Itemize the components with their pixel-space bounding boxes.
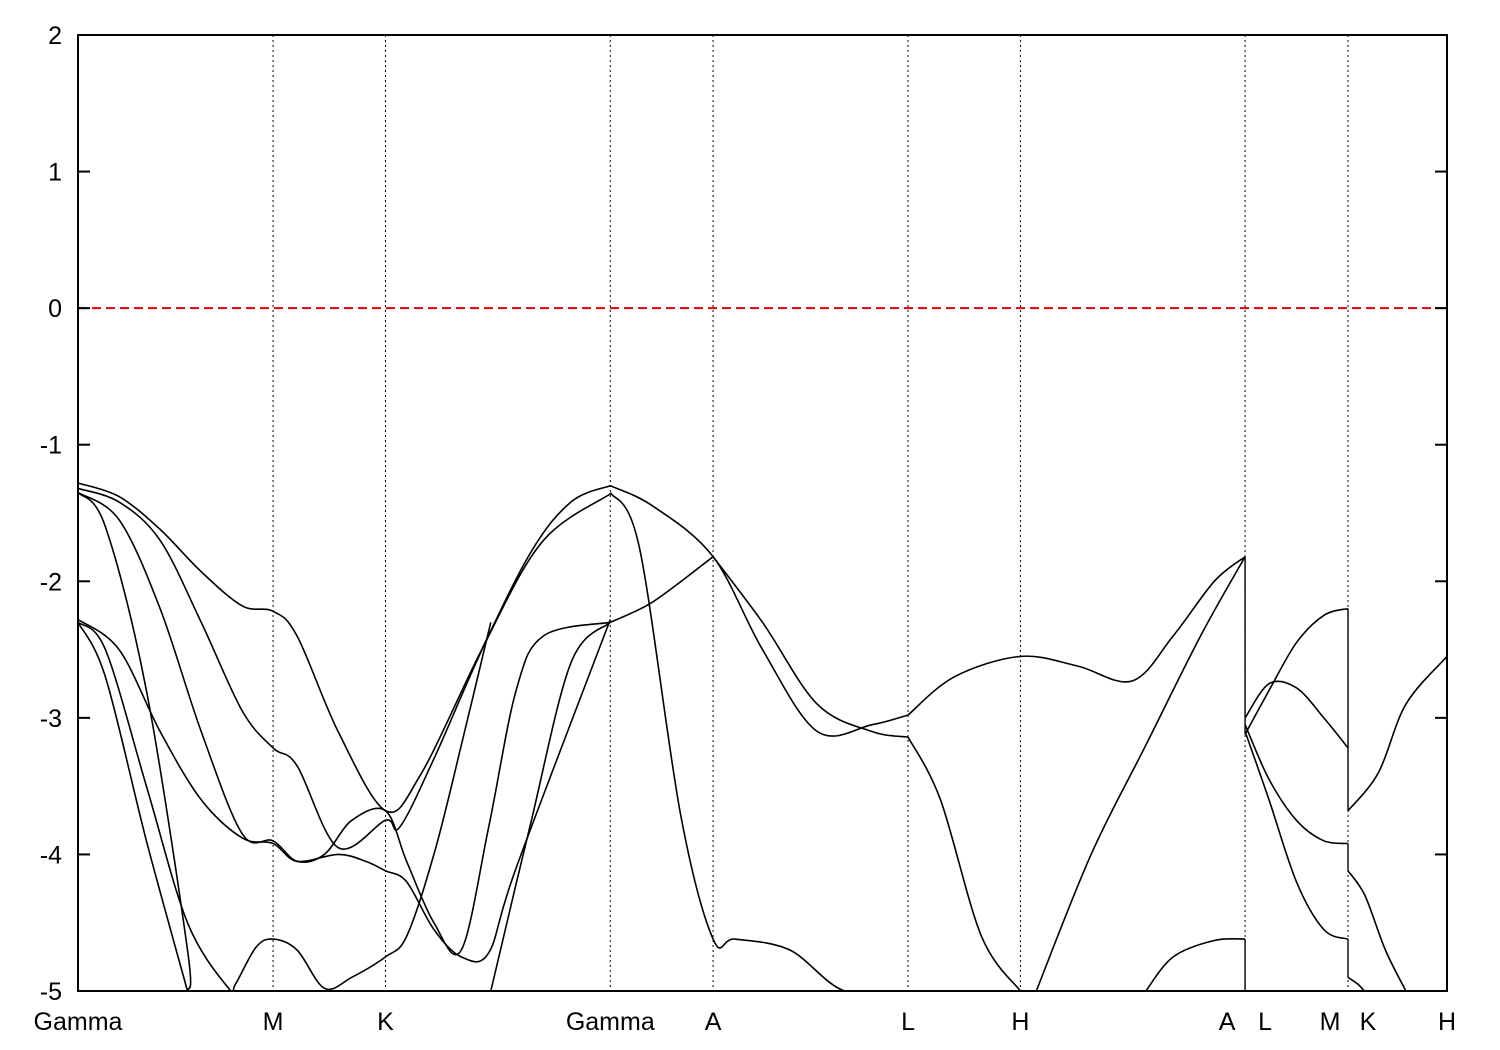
band-line-12 — [712, 556, 909, 738]
x-kpoint-label: H — [1438, 1008, 1456, 1036]
band-line-7 — [78, 621, 189, 991]
x-kpoint-label: K — [377, 1008, 394, 1036]
band-line-21 — [1347, 655, 1447, 812]
plot-frame — [77, 34, 1448, 992]
band-line-23 — [1347, 976, 1372, 991]
x-kpoint-label: H — [1011, 1008, 1029, 1036]
x-kpoint-label: K — [1360, 1008, 1377, 1036]
axes — [77, 34, 1448, 992]
band-line-20 — [1244, 731, 1349, 940]
band-line-15 — [1035, 556, 1246, 991]
y-tick-label: 2 — [48, 22, 62, 50]
band-line-16 — [1145, 937, 1246, 991]
band-line-13 — [907, 556, 1246, 716]
band-line-1 — [78, 482, 611, 814]
x-kpoint-label: Gamma — [566, 1008, 655, 1036]
band-line-22 — [1347, 870, 1407, 991]
y-tick-label: -2 — [40, 568, 62, 596]
x-kpoint-label: L — [1258, 1008, 1272, 1036]
x-kpoint-label: M — [1320, 1008, 1341, 1036]
band-line-19 — [1244, 724, 1349, 845]
y-tick-label: -4 — [40, 841, 62, 869]
y-tick-label: -5 — [40, 978, 62, 1006]
band-line-5 — [78, 491, 192, 991]
y-tick-label: 1 — [48, 159, 62, 187]
x-kpoint-label: A — [705, 1008, 722, 1036]
y-tick-label: -1 — [40, 432, 62, 460]
band-line-17 — [1244, 680, 1349, 749]
band-line-3 — [78, 491, 611, 956]
band-line-8 — [490, 621, 611, 991]
y-tick-label: -3 — [40, 705, 62, 733]
x-kpoint-label: L — [901, 1008, 915, 1036]
x-kpoint-label: M — [263, 1008, 284, 1036]
y-tick-label: 0 — [48, 295, 62, 323]
band-series — [78, 482, 1447, 991]
x-kpoint-label: Gamma — [34, 1008, 123, 1036]
x-kpoint-label: A — [1219, 1008, 1236, 1036]
band-line-4 — [78, 618, 612, 963]
band-line-6 — [78, 621, 492, 991]
kpoint-gridlines — [272, 35, 1349, 991]
band-line-9 — [609, 484, 909, 737]
band-line-14 — [907, 736, 1022, 991]
band-line-2 — [78, 487, 611, 850]
band-line-11 — [609, 492, 908, 991]
band-line-18 — [1244, 607, 1349, 735]
band-line-10 — [609, 556, 714, 624]
